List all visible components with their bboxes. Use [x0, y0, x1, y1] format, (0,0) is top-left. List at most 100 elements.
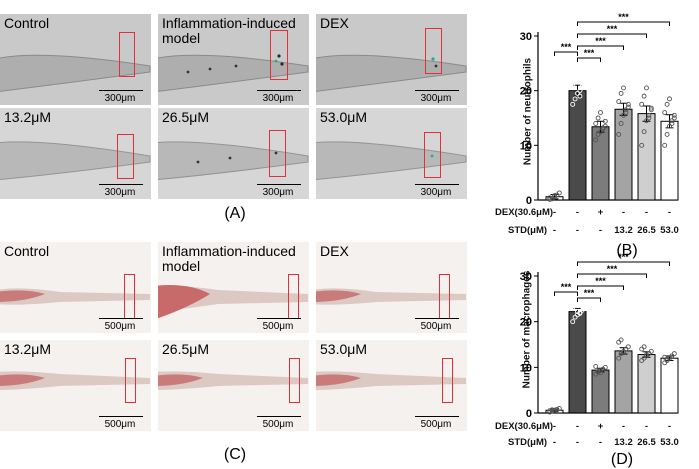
data-point	[625, 104, 631, 110]
table-cell: -	[552, 421, 557, 432]
data-point	[662, 142, 668, 148]
data-point	[598, 110, 603, 115]
image-label: 53.0μM	[320, 109, 367, 125]
data-point	[618, 90, 624, 96]
neutrophil-tile: DEX 300μm	[316, 14, 467, 105]
data-point	[644, 85, 649, 91]
data-point	[667, 123, 672, 129]
macrophage-tile: Control 500μm	[0, 242, 151, 333]
data-point	[579, 85, 585, 91]
significance-label: ***	[595, 276, 606, 286]
data-point	[575, 71, 580, 77]
table-cell: -	[552, 207, 557, 218]
table-cell: -	[644, 207, 649, 218]
data-point	[667, 96, 672, 102]
scale-bar-label: 500μm	[104, 419, 136, 430]
table-cell: 26.5	[637, 225, 656, 236]
scale-bar	[415, 416, 459, 417]
image-label: Control	[4, 243, 50, 259]
data-point	[621, 350, 626, 356]
data-point	[623, 107, 629, 113]
data-point	[646, 112, 652, 118]
data-point	[547, 408, 553, 414]
data-point	[595, 368, 601, 374]
data-point	[641, 344, 647, 350]
table-cell: 53.0	[660, 225, 679, 236]
significance-label: ***	[561, 42, 572, 52]
neutrophil-tile: 26.5μM 300μm	[158, 108, 309, 199]
data-point	[616, 339, 622, 345]
scale-bar-label: 300μm	[104, 187, 136, 198]
table-cell: -	[598, 437, 603, 448]
data-point	[639, 346, 645, 352]
neutrophil-tile: Inflammation-induced model 300μm	[158, 14, 309, 105]
image-label: 13.2μM	[4, 341, 51, 357]
data-point	[618, 337, 624, 343]
table-row-label-std: STD(μM)	[508, 225, 548, 236]
y-tick-label: 30	[520, 31, 532, 43]
data-point	[577, 93, 583, 99]
scale-bar	[257, 318, 301, 319]
scale-bar-label: 500μm	[262, 321, 294, 332]
image-label: Inflammation-induced model	[162, 15, 296, 46]
data-point	[623, 110, 629, 115]
bar	[568, 90, 587, 201]
data-point	[644, 118, 649, 124]
bar	[637, 354, 656, 414]
data-point	[639, 101, 645, 107]
table-cell: +	[597, 207, 604, 218]
image-label: 26.5μM	[162, 109, 209, 125]
table-cell: 26.5	[637, 437, 656, 448]
data-point	[593, 121, 599, 126]
data-point	[664, 101, 670, 107]
macrophage-tile: Inflammation-induced model 500μm	[158, 242, 309, 333]
table-cell: -	[575, 437, 580, 448]
data-point	[600, 125, 606, 131]
y-tick-label: 20	[520, 317, 532, 329]
macrophage-tile: 13.2μM 500μm	[0, 340, 151, 431]
table-row-label-std: STD(μM)	[508, 437, 548, 448]
scale-bar-label: 500μm	[262, 419, 294, 430]
bar	[568, 311, 587, 414]
table-cell: -	[575, 207, 580, 218]
significance-bracket	[554, 51, 578, 56]
data-point	[641, 93, 647, 99]
data-point	[570, 82, 576, 88]
data-point	[625, 101, 631, 107]
data-point	[547, 195, 553, 201]
data-point	[570, 101, 576, 107]
neutrophil-tile: 53.0μM 300μm	[316, 108, 467, 199]
image-label: DEX	[320, 15, 349, 31]
data-point	[671, 351, 677, 357]
data-point	[621, 112, 626, 118]
data-point	[552, 407, 557, 413]
significance-label: ***	[607, 264, 618, 274]
scale-bar	[415, 318, 459, 319]
macrophage-image-grid: Control 500μm Inflammation-induced model…	[0, 240, 470, 440]
table-cell: 13.2	[614, 437, 633, 448]
data-point	[556, 190, 562, 196]
y-tick-label: 10	[520, 140, 532, 152]
scale-bar	[257, 90, 301, 91]
table-cell: -	[667, 207, 672, 218]
data-point	[570, 305, 576, 311]
significance-bracket	[577, 45, 624, 50]
scale-bar	[415, 90, 459, 91]
significance-label: ***	[561, 282, 572, 292]
data-point	[671, 112, 677, 118]
macrophage-tile: 26.5μM 500μm	[158, 340, 309, 431]
table-cell: -	[644, 421, 649, 432]
scale-bar	[257, 184, 301, 185]
significance-label: ***	[618, 12, 629, 22]
image-label: DEX	[320, 243, 349, 259]
image-label: 13.2μM	[4, 109, 51, 125]
panel-label-d: (D)	[610, 451, 634, 468]
neutrophil-image-grid: Control 300μm Inflammation-induced model…	[0, 0, 470, 200]
neutrophil-tile: 13.2μM 300μm	[0, 108, 151, 199]
table-cell: 13.2	[614, 225, 633, 236]
y-tick-label: 20	[520, 86, 532, 98]
table-cell: -	[575, 225, 580, 236]
significance-label: ***	[618, 252, 629, 262]
